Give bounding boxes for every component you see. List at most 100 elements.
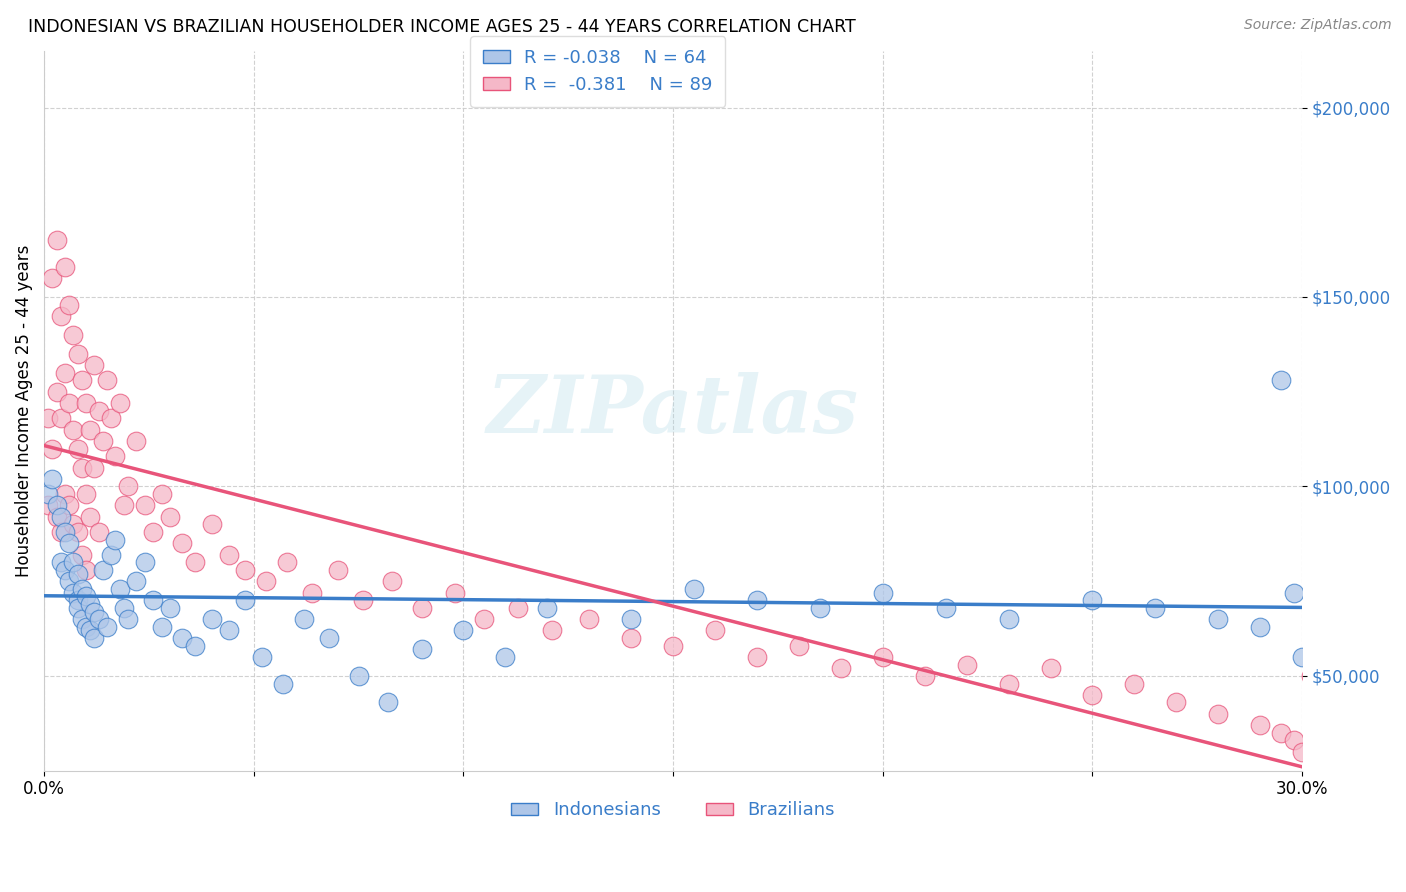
Point xyxy=(62,327,84,342)
Point xyxy=(70,582,93,596)
Point xyxy=(1367,801,1389,815)
Point xyxy=(53,487,76,501)
Point xyxy=(49,309,72,323)
Y-axis label: Householder Income Ages 25 - 44 years: Householder Income Ages 25 - 44 years xyxy=(15,244,32,577)
Point xyxy=(172,631,194,645)
Point xyxy=(506,600,529,615)
Point xyxy=(536,600,558,615)
Point xyxy=(104,533,127,547)
Point xyxy=(1270,373,1292,387)
Point xyxy=(830,661,852,675)
Point xyxy=(53,524,76,539)
Point xyxy=(53,366,76,380)
Point xyxy=(997,676,1019,690)
Point xyxy=(1291,650,1313,665)
Point xyxy=(172,536,194,550)
Point xyxy=(53,260,76,274)
Point xyxy=(66,566,89,581)
Point xyxy=(1144,600,1167,615)
Point xyxy=(444,585,467,599)
Point xyxy=(1206,706,1229,721)
Point xyxy=(79,597,101,611)
Point xyxy=(1299,669,1322,683)
Point xyxy=(70,548,93,562)
Point xyxy=(62,585,84,599)
Point xyxy=(620,612,643,626)
Point xyxy=(150,487,173,501)
Point xyxy=(58,396,80,410)
Point xyxy=(62,517,84,532)
Point xyxy=(250,650,273,665)
Point xyxy=(37,487,59,501)
Point xyxy=(87,524,110,539)
Text: ZIPatlas: ZIPatlas xyxy=(486,372,859,450)
Point xyxy=(45,233,67,247)
Point xyxy=(1039,661,1062,675)
Point xyxy=(1166,696,1188,710)
Point xyxy=(1249,718,1271,732)
Point xyxy=(49,509,72,524)
Point xyxy=(150,620,173,634)
Point xyxy=(159,600,181,615)
Point xyxy=(134,555,156,569)
Point xyxy=(70,373,93,387)
Point xyxy=(117,612,139,626)
Point xyxy=(1312,752,1334,766)
Point xyxy=(276,555,298,569)
Point xyxy=(1081,688,1104,702)
Point xyxy=(45,384,67,399)
Point xyxy=(75,487,97,501)
Point xyxy=(683,582,706,596)
Point xyxy=(83,631,105,645)
Point xyxy=(142,593,165,607)
Point xyxy=(1206,612,1229,626)
Point xyxy=(301,585,323,599)
Point xyxy=(91,563,114,577)
Point xyxy=(1333,775,1355,789)
Point xyxy=(201,517,224,532)
Point xyxy=(935,600,957,615)
Point xyxy=(125,574,148,589)
Point xyxy=(41,271,63,285)
Point xyxy=(75,563,97,577)
Point xyxy=(58,536,80,550)
Point xyxy=(1324,764,1347,778)
Point xyxy=(108,396,131,410)
Point xyxy=(620,631,643,645)
Point xyxy=(45,499,67,513)
Point xyxy=(997,612,1019,626)
Point xyxy=(578,612,600,626)
Point xyxy=(956,657,979,672)
Point xyxy=(49,411,72,425)
Point xyxy=(104,449,127,463)
Point xyxy=(1249,620,1271,634)
Point xyxy=(37,411,59,425)
Point xyxy=(75,590,97,604)
Point xyxy=(79,423,101,437)
Point xyxy=(79,509,101,524)
Point xyxy=(1123,676,1146,690)
Point xyxy=(411,600,433,615)
Point xyxy=(1282,733,1305,747)
Point xyxy=(872,650,894,665)
Point xyxy=(184,555,207,569)
Point xyxy=(494,650,516,665)
Point xyxy=(377,696,399,710)
Point xyxy=(83,460,105,475)
Point xyxy=(347,669,370,683)
Point xyxy=(87,403,110,417)
Point xyxy=(1354,790,1376,805)
Point xyxy=(100,548,122,562)
Point xyxy=(41,442,63,456)
Point xyxy=(79,624,101,638)
Point xyxy=(49,524,72,539)
Text: INDONESIAN VS BRAZILIAN HOUSEHOLDER INCOME AGES 25 - 44 YEARS CORRELATION CHART: INDONESIAN VS BRAZILIAN HOUSEHOLDER INCO… xyxy=(28,18,856,36)
Point xyxy=(1291,745,1313,759)
Point xyxy=(62,555,84,569)
Point xyxy=(201,612,224,626)
Point xyxy=(58,297,80,311)
Point xyxy=(235,563,257,577)
Point xyxy=(235,593,257,607)
Point xyxy=(218,548,240,562)
Point xyxy=(540,624,562,638)
